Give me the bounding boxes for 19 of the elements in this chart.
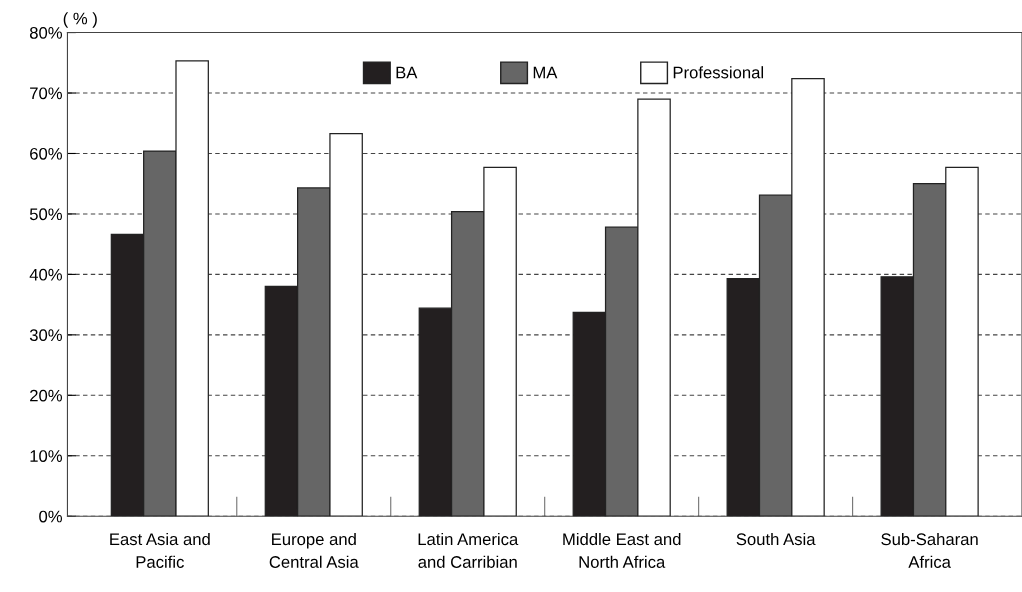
y-tick-label: 70% [30, 87, 62, 100]
x-tick-label: Latin America and Carribian [418, 532, 519, 568]
y-tick-label: 50% [29, 208, 62, 221]
y-tick-label: 10% [30, 450, 62, 462]
y-tick-label: 80% [29, 26, 62, 39]
y-axis-title: ( % ) [63, 12, 97, 28]
x-tick-label: East Asia and Pacific [110, 532, 210, 568]
legend-label: Professional [673, 66, 764, 79]
y-tick-label: 20% [30, 389, 62, 402]
x-tick-label: Middle East and North Africa [563, 532, 681, 568]
y-tick-label: 40% [29, 268, 62, 281]
x-tick-label: Sub-Saharan Africa [881, 532, 978, 568]
y-tick-label: 60% [30, 147, 62, 160]
legend-label: MA [533, 66, 558, 79]
x-tick-label: Europe and Central Asia [269, 532, 359, 568]
y-tick-label: 0% [39, 510, 62, 523]
legend-label: BA [396, 66, 418, 79]
y-tick-label: 30% [29, 329, 62, 342]
x-tick-label: South Asia [736, 532, 816, 546]
